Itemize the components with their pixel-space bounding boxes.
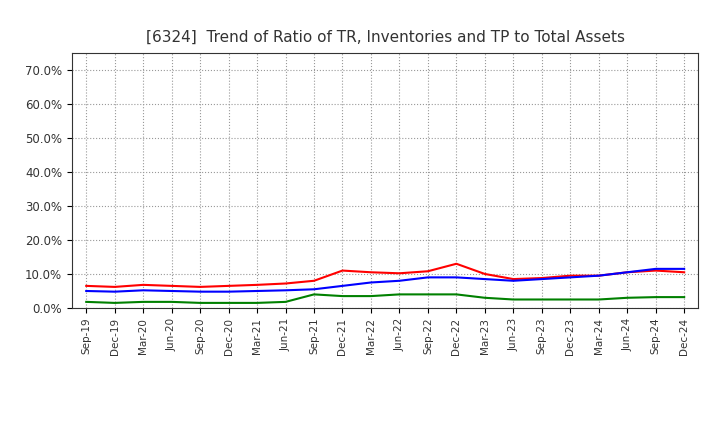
Line: Trade Receivables: Trade Receivables <box>86 264 684 287</box>
Trade Payables <box>225 300 233 305</box>
Inventories <box>310 286 318 292</box>
Inventories <box>139 288 148 293</box>
Inventories <box>395 278 404 283</box>
Inventories <box>509 278 518 283</box>
Trade Payables <box>196 300 204 305</box>
Trade Payables <box>652 294 660 300</box>
Inventories <box>196 289 204 294</box>
Inventories <box>623 270 631 275</box>
Line: Inventories: Inventories <box>86 269 684 292</box>
Inventories <box>225 289 233 294</box>
Inventories <box>537 276 546 282</box>
Trade Receivables <box>366 270 375 275</box>
Trade Payables <box>338 293 347 299</box>
Trade Receivables <box>282 281 290 286</box>
Inventories <box>595 273 603 279</box>
Line: Trade Payables: Trade Payables <box>86 294 684 303</box>
Title: [6324]  Trend of Ratio of TR, Inventories and TP to Total Assets: [6324] Trend of Ratio of TR, Inventories… <box>145 29 625 45</box>
Trade Receivables <box>338 268 347 273</box>
Trade Receivables <box>509 276 518 282</box>
Trade Payables <box>509 297 518 302</box>
Trade Receivables <box>566 273 575 279</box>
Inventories <box>167 288 176 293</box>
Inventories <box>652 266 660 271</box>
Trade Payables <box>253 300 261 305</box>
Trade Payables <box>167 299 176 304</box>
Trade Payables <box>452 292 461 297</box>
Inventories <box>110 289 119 294</box>
Trade Payables <box>566 297 575 302</box>
Trade Receivables <box>196 284 204 290</box>
Trade Payables <box>366 293 375 299</box>
Trade Receivables <box>225 283 233 289</box>
Trade Receivables <box>423 268 432 274</box>
Trade Receivables <box>680 270 688 275</box>
Trade Payables <box>310 292 318 297</box>
Trade Receivables <box>167 283 176 289</box>
Inventories <box>253 288 261 293</box>
Trade Payables <box>395 292 404 297</box>
Inventories <box>282 288 290 293</box>
Trade Receivables <box>537 275 546 281</box>
Inventories <box>452 275 461 280</box>
Trade Payables <box>110 300 119 305</box>
Trade Receivables <box>652 268 660 273</box>
Inventories <box>338 283 347 289</box>
Trade Payables <box>480 295 489 301</box>
Inventories <box>366 280 375 285</box>
Trade Receivables <box>595 273 603 279</box>
Inventories <box>566 275 575 280</box>
Trade Receivables <box>623 270 631 275</box>
Trade Receivables <box>310 278 318 283</box>
Trade Receivables <box>139 282 148 287</box>
Inventories <box>423 275 432 280</box>
Trade Payables <box>423 292 432 297</box>
Inventories <box>680 266 688 271</box>
Trade Payables <box>82 299 91 304</box>
Trade Receivables <box>253 282 261 287</box>
Trade Receivables <box>452 261 461 266</box>
Trade Payables <box>537 297 546 302</box>
Trade Receivables <box>110 284 119 290</box>
Trade Payables <box>595 297 603 302</box>
Trade Receivables <box>480 271 489 277</box>
Inventories <box>82 288 91 293</box>
Trade Payables <box>680 294 688 300</box>
Trade Receivables <box>395 271 404 276</box>
Trade Receivables <box>82 283 91 289</box>
Trade Payables <box>623 295 631 301</box>
Trade Payables <box>139 299 148 304</box>
Inventories <box>480 276 489 282</box>
Trade Payables <box>282 299 290 304</box>
